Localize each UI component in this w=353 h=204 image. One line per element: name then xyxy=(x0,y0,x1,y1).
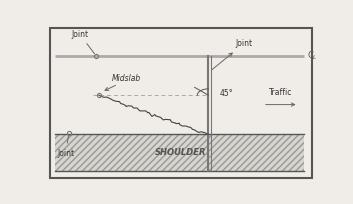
Text: Joint: Joint xyxy=(212,39,253,70)
Text: Midslab: Midslab xyxy=(112,74,141,83)
Text: 45°: 45° xyxy=(219,89,233,98)
Text: SHOULDER: SHOULDER xyxy=(155,148,207,157)
Text: Traffic: Traffic xyxy=(269,88,292,97)
Text: $\mathrm{C}_L$: $\mathrm{C}_L$ xyxy=(307,50,318,62)
Bar xyxy=(55,134,304,171)
Text: Joint: Joint xyxy=(58,136,74,157)
Text: Joint: Joint xyxy=(71,30,95,54)
